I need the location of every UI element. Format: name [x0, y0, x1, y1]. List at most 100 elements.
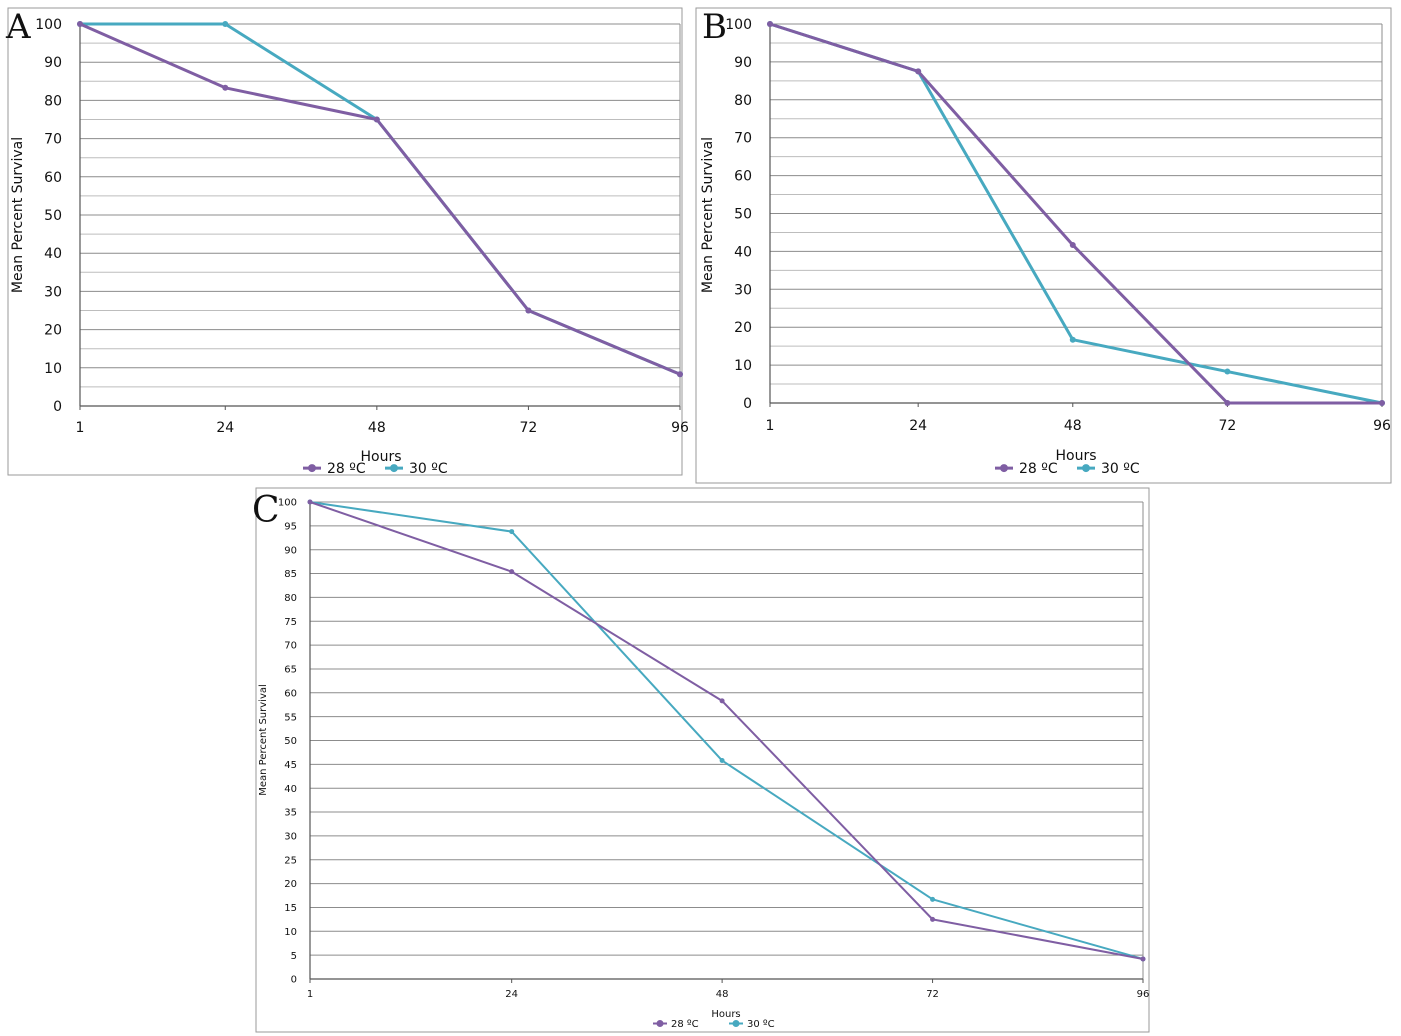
legend-item: 28 ºC	[653, 1019, 699, 1030]
y-axis-title: Mean Percent Survival	[258, 684, 269, 796]
series-line	[79, 22, 681, 376]
y-tick-label: 5	[291, 951, 297, 962]
panel-frame	[7, 7, 683, 476]
y-tick-label: 80	[734, 93, 752, 109]
chart-panel-c: 0 5 10 15 20 25 30 35 40 45 50 55 60 65 70 75 80 85 90 95 10…	[252, 487, 1150, 1033]
y-tick-label: 50	[44, 208, 62, 224]
y-tick-label: 55	[284, 712, 297, 723]
data-point	[222, 21, 229, 27]
y-tick-label: 100	[278, 498, 297, 509]
y-axis-title: Mean Percent Survival	[10, 137, 26, 293]
panel-letter: C	[252, 490, 280, 531]
data-point	[1224, 400, 1231, 406]
y-tick-label: 10	[44, 361, 62, 377]
panel-letter: B	[702, 7, 727, 47]
y-tick-label: 60	[284, 688, 297, 699]
x-tick-label: 24	[216, 420, 234, 436]
y-axis-title: Mean Percent Survival	[700, 137, 716, 293]
data-point	[509, 569, 515, 575]
panel-frame	[255, 487, 1150, 1033]
y-tick-label: 20	[44, 323, 62, 339]
data-point	[1069, 336, 1076, 343]
data-point	[677, 371, 683, 378]
y-tick-label: 50	[734, 207, 752, 223]
x-tick-label: 72	[926, 989, 939, 1000]
legend-item: 30 ºC	[729, 1019, 775, 1030]
legend-item: 28 ºC	[995, 461, 1058, 477]
y-tick-label: 90	[734, 55, 752, 71]
y-tick-label: 70	[44, 132, 62, 148]
y-tick-label: 0	[743, 396, 752, 412]
y-tick-label: 20	[284, 879, 297, 890]
legend-item: 30 ºC	[1077, 461, 1140, 477]
y-tick-label: 15	[284, 903, 297, 914]
y-tick-label: 10	[734, 358, 752, 374]
data-point	[719, 758, 725, 764]
legend-marker	[390, 464, 398, 473]
legend-marker	[308, 464, 316, 473]
legend-item: 28 ºC	[303, 461, 366, 477]
x-tick-label: 96	[671, 420, 689, 436]
data-point	[930, 896, 936, 902]
y-tick-label: 30	[734, 282, 752, 298]
y-tick-label: 0	[291, 975, 297, 986]
y-tick-label: 90	[284, 545, 297, 556]
series-line	[80, 22, 681, 376]
x-tick-label: 48	[368, 420, 386, 436]
data-point	[1069, 241, 1076, 248]
y-tick-label: 75	[284, 617, 297, 628]
y-tick-label: 100	[725, 17, 752, 33]
series-line	[309, 501, 1144, 960]
legend-label: 28 ºC	[327, 461, 366, 477]
y-tick-label: 80	[284, 593, 297, 604]
data-point	[767, 21, 773, 27]
y-tick-label: 40	[734, 244, 752, 260]
x-tick-label: 1	[307, 989, 313, 1000]
legend-label: 28 ºC	[1019, 461, 1058, 477]
legend-marker	[1082, 464, 1090, 473]
y-tick-label: 30	[44, 284, 62, 300]
chart-panel-b: 0 10 20 30 40 50 60 70 80 90 100 1 24 48 72 96 Hours Mean…	[695, 7, 1392, 484]
y-tick-label: 60	[734, 169, 752, 185]
x-tick-label: 1	[76, 420, 85, 436]
data-point	[373, 116, 380, 123]
x-tick-label: 24	[909, 418, 927, 434]
data-point	[222, 84, 229, 91]
y-tick-label: 100	[35, 17, 62, 33]
y-tick-label: 40	[284, 784, 297, 795]
y-tick-label: 25	[284, 855, 297, 866]
y-tick-label: 10	[284, 927, 297, 938]
x-tick-label: 96	[1137, 989, 1150, 1000]
panel-frame	[695, 7, 1392, 484]
series-line	[309, 501, 1144, 960]
data-point	[307, 499, 313, 505]
chart-panel-a: 0 10 20 30 40 50 60 70 80 90 100 1 24 48 72 96 Hours Mean…	[5, 7, 689, 477]
y-tick-label: 65	[284, 665, 297, 676]
x-axis-title: Hours	[1055, 448, 1096, 464]
x-tick-label: 1	[766, 418, 775, 434]
y-tick-label: 45	[284, 760, 297, 771]
legend-marker	[656, 1020, 664, 1027]
data-point	[509, 529, 515, 535]
legend-marker	[732, 1020, 740, 1027]
x-axis-title: Hours	[711, 1009, 740, 1020]
legend-label: 30 ºC	[409, 461, 448, 477]
data-point	[525, 307, 532, 314]
y-tick-label: 80	[44, 93, 62, 109]
legend-label: 30 ºC	[747, 1019, 775, 1030]
y-tick-label: 60	[44, 170, 62, 186]
x-tick-label: 24	[505, 989, 518, 1000]
data-point	[930, 916, 936, 922]
legend-item: 30 ºC	[385, 461, 448, 477]
legend-label: 30 ºC	[1101, 461, 1140, 477]
data-point	[915, 68, 922, 75]
y-tick-label: 20	[734, 320, 752, 336]
y-tick-label: 35	[284, 808, 297, 819]
y-tick-label: 40	[44, 246, 62, 262]
y-tick-label: 30	[284, 832, 297, 843]
data-point	[719, 698, 725, 704]
y-tick-label: 70	[734, 131, 752, 147]
data-point	[1379, 400, 1385, 406]
data-point	[1224, 368, 1231, 375]
